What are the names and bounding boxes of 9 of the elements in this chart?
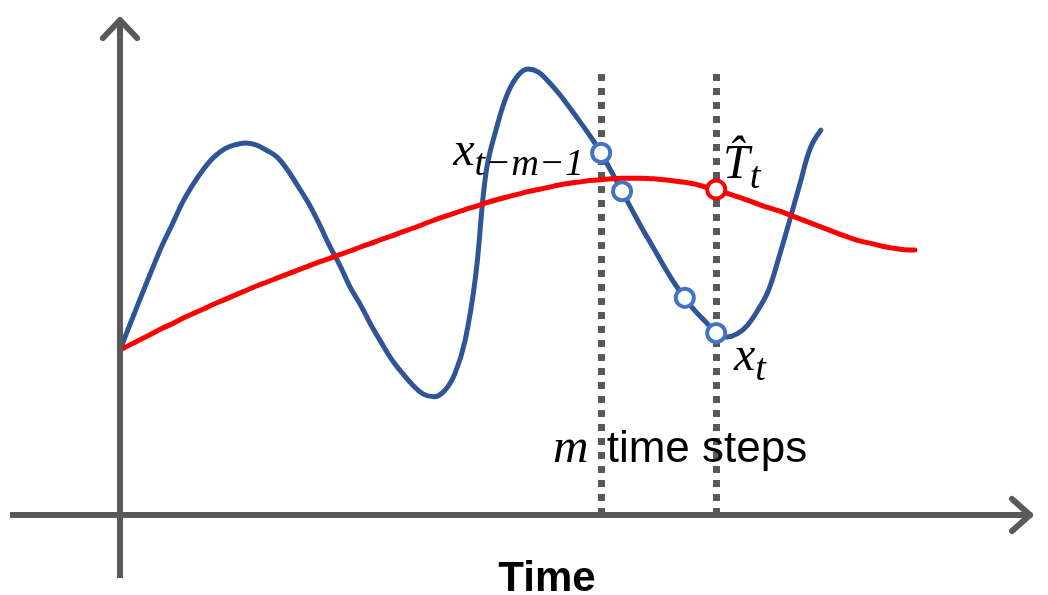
point [611,180,634,203]
point [673,286,696,309]
point [590,141,613,164]
annotation: T̂$_{t}$ [723,135,761,196]
point [705,322,728,345]
point [705,178,728,201]
x-axis-title: Time [498,552,596,595]
annotation: m time steps [553,418,808,473]
annotation: x$_{t}$ [734,327,766,388]
